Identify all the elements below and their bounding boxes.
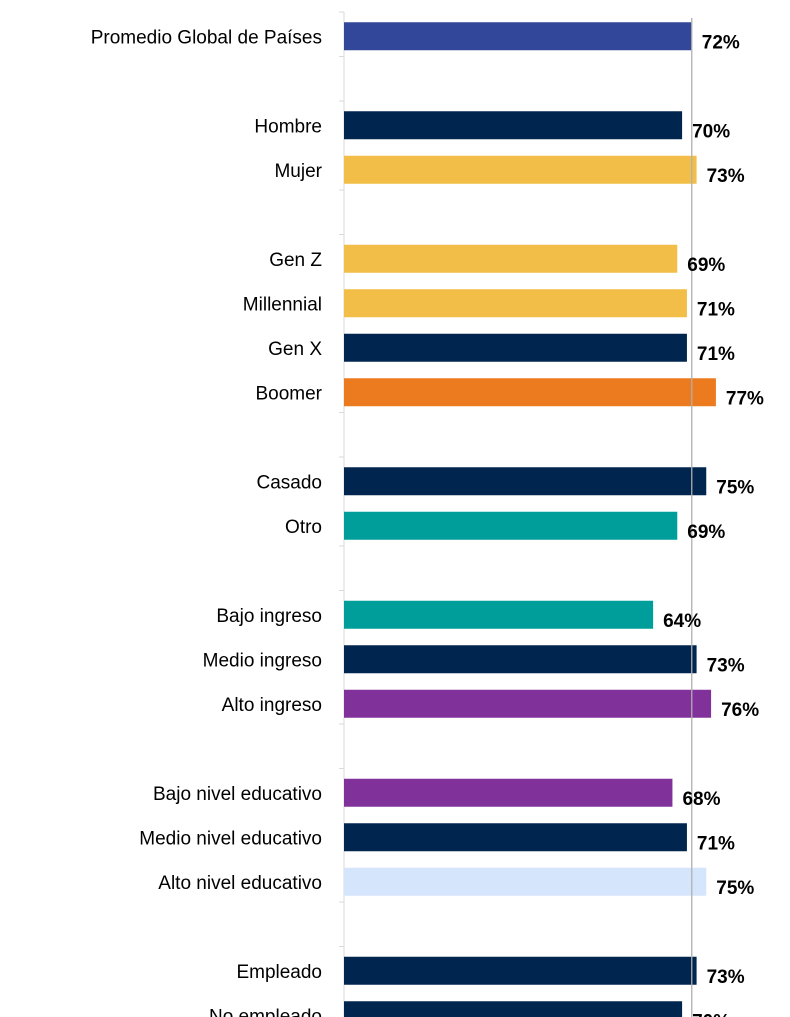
data-label: 75% [716, 477, 754, 498]
category-label: Otro [285, 517, 322, 538]
data-label: 71% [697, 833, 735, 854]
bar [344, 1001, 683, 1017]
category-label: Promedio Global de Países [91, 27, 322, 48]
bar [344, 645, 697, 674]
category-label: Alto nivel educativo [158, 873, 322, 894]
category-label: Gen X [268, 339, 322, 360]
category-label: Bajo nivel educativo [153, 784, 322, 805]
bar [344, 600, 654, 629]
data-label: 64% [663, 611, 701, 632]
bars-layer [344, 22, 716, 1017]
category-label: Gen Z [269, 250, 322, 271]
category-label: Hombre [254, 116, 322, 137]
category-label: Bajo ingreso [216, 606, 322, 627]
bar [344, 333, 687, 362]
data-label: 70% [692, 1011, 730, 1017]
data-label: 68% [682, 789, 720, 810]
data-label: 69% [687, 522, 725, 543]
category-label: Medio nivel educativo [139, 828, 322, 849]
bar [344, 823, 687, 852]
bar [344, 289, 687, 318]
category-label: Empleado [236, 962, 322, 983]
axis-layer [339, 11, 345, 1017]
bar [344, 956, 697, 985]
bar [344, 378, 716, 407]
bar [344, 689, 712, 718]
data-label: 76% [721, 700, 759, 721]
category-label: Alto ingreso [222, 695, 322, 716]
bar [344, 155, 697, 184]
data-label: 77% [726, 388, 764, 409]
bar [344, 111, 683, 140]
category-label: Casado [257, 472, 323, 493]
bar [344, 467, 707, 496]
bar [344, 22, 692, 51]
category-label: Millennial [243, 294, 322, 315]
data-label: 71% [697, 299, 735, 320]
data-label: 69% [687, 255, 725, 276]
category-label: Boomer [255, 383, 322, 404]
data-label: 73% [707, 967, 745, 988]
category-label: Medio ingreso [203, 650, 322, 671]
data-label: 73% [707, 655, 745, 676]
bar [344, 244, 678, 273]
bar [344, 867, 707, 896]
data-label: 73% [707, 166, 745, 187]
data-label: 75% [716, 878, 754, 899]
data-label: 72% [702, 32, 740, 53]
data-label: 71% [697, 344, 735, 365]
bar [344, 778, 673, 807]
data-label: 70% [692, 121, 730, 142]
category-label: No empleado [209, 1006, 322, 1017]
category-label: Mujer [274, 161, 322, 182]
labels-layer: Promedio Global de Países 72% Hombre 70% Muj… [91, 27, 764, 1017]
bar [344, 511, 678, 540]
